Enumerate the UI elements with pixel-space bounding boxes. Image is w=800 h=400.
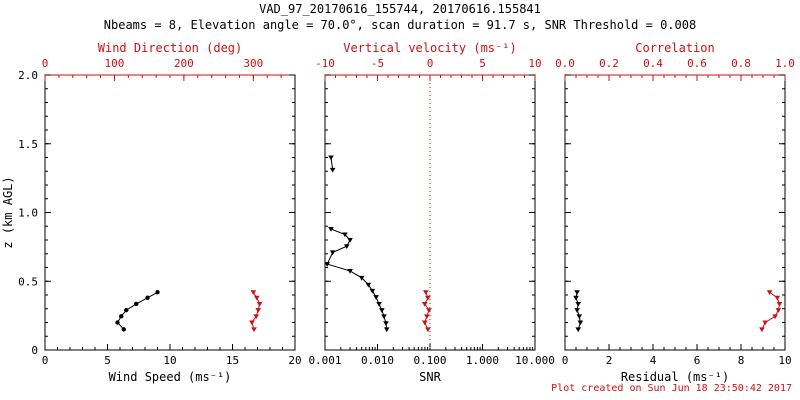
series-snr-upper (328, 155, 336, 173)
panel-snr: 0.001 0.010 0.100 1.000 10.000 SNR -10 -5 0 5 10 Ve… (308, 41, 554, 384)
top-tick-label: 0.8 (731, 57, 751, 70)
top-tick-label: -5 (371, 57, 384, 70)
bottom-tick-label: 0.001 (308, 354, 341, 367)
plot-title: VAD_97_20170616_155744, 20170616.155841 (259, 2, 541, 16)
bottom-tick-label: 20 (288, 354, 301, 367)
series-wind-speed (115, 290, 160, 332)
bottom-tick-label: 10 (163, 354, 176, 367)
top-tick-label: 10 (528, 57, 541, 70)
series-correlation (759, 290, 783, 333)
y-tick-label: 2.0 (18, 69, 38, 82)
top-tick-label: 0 (42, 57, 49, 70)
panel-wind: 0 5 10 15 20 Wind Speed (ms⁻¹) 0 100 200 300Wind … (1, 41, 302, 384)
y-tick-label: 1.0 (18, 207, 38, 220)
top-tick-label: 0.6 (687, 57, 707, 70)
bottom-tick-label: 10 (778, 354, 791, 367)
top-tick-label: 0.0 (555, 57, 575, 70)
top-axis-label: Vertical velocity (ms⁻¹) (343, 41, 516, 55)
top-tick-label: 1.0 (775, 57, 795, 70)
bottom-tick-label: 0.010 (361, 354, 394, 367)
bottom-axis-label: Residual (ms⁻¹) (621, 370, 729, 384)
bottom-tick-label: 0.100 (413, 354, 446, 367)
bottom-tick-label: 1.000 (466, 354, 499, 367)
panel-residual: 0 2 4 6 8 10 Residual (ms⁻¹) 0.0 0.2 0.4 0.6 0.8 1.0… (555, 41, 795, 384)
bottom-tick-label: 6 (694, 354, 701, 367)
series-vertical-velocity (421, 290, 432, 333)
top-tick-label: 0 (427, 57, 434, 70)
top-tick-label: 0.2 (599, 57, 619, 70)
top-tick-label: 100 (105, 57, 125, 70)
top-tick-label: -10 (315, 57, 335, 70)
top-axis-label: Wind Direction (deg) (98, 41, 243, 55)
bottom-tick-label: 10.000 (515, 354, 555, 367)
top-tick-label: 300 (243, 57, 263, 70)
y-tick-label: 0 (31, 344, 38, 357)
top-tick-label: 200 (174, 57, 194, 70)
bottom-tick-label: 2 (606, 354, 613, 367)
top-tick-label: 5 (479, 57, 486, 70)
top-axis-label: Correlation (635, 41, 714, 55)
bottom-axis-label: Wind Speed (ms⁻¹) (109, 370, 232, 384)
panel-frame (564, 74, 786, 351)
y-tick-label: 0.5 (18, 275, 38, 288)
series-wind-direction (249, 290, 263, 333)
series-snr-profile (324, 227, 390, 333)
bottom-tick-label: 0 (562, 354, 569, 367)
bottom-tick-label: 0 (42, 354, 49, 367)
bottom-tick-label: 4 (650, 354, 657, 367)
bottom-tick-label: 15 (226, 354, 239, 367)
bottom-axis-label: SNR (419, 370, 441, 384)
plot-subtitle: Nbeams = 8, Elevation angle = 70.0°, sca… (103, 18, 697, 32)
bottom-tick-label: 8 (738, 354, 745, 367)
top-tick-label: 0.4 (643, 57, 663, 70)
y-axis-label: z (km AGL) (1, 176, 15, 248)
plot-footer-timestamp: Plot created on Sun Jun 18 23:50:42 2017 (551, 383, 792, 394)
y-tick-label: 1.5 (18, 138, 38, 151)
bottom-tick-label: 5 (104, 354, 111, 367)
series-residual (573, 290, 584, 333)
